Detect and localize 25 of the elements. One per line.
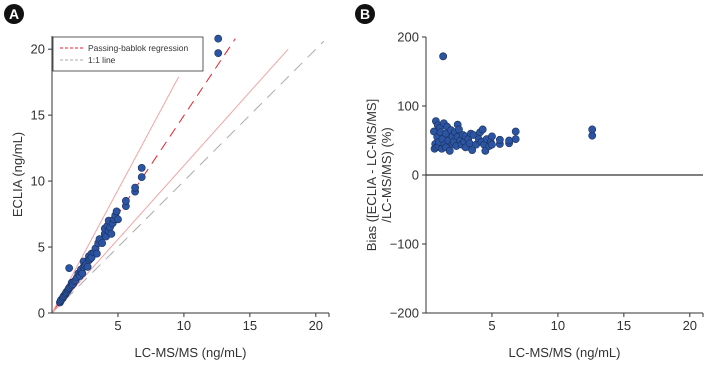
legend-label: Passing-bablok regression xyxy=(88,43,188,53)
x-tick-label: 20 xyxy=(308,318,324,333)
y-tick-label: 0 xyxy=(38,306,45,320)
x-tick-label: 5 xyxy=(488,318,496,333)
x-axis-title: LC-MS/MS (ng/mL) xyxy=(508,345,620,360)
y-tick-label: 15 xyxy=(30,108,45,123)
x-axis-title: LC-MS/MS (ng/mL) xyxy=(134,345,246,360)
y-axis-title: ECLIA (ng/mL) xyxy=(10,132,25,218)
legend-label: 1:1 line xyxy=(88,55,116,65)
y-tick-label: 0 xyxy=(412,168,419,182)
y-tick-label: 100 xyxy=(397,98,419,114)
x-tick-label: 5 xyxy=(114,318,122,333)
y-tick-label: −100 xyxy=(390,236,419,252)
y-tick-label: 200 xyxy=(397,30,419,44)
x-tick-label: 10 xyxy=(550,318,566,333)
y-tick-label: −200 xyxy=(390,306,419,320)
x-tick-label: 10 xyxy=(176,318,192,333)
chart-title: B xyxy=(360,6,370,22)
y-tick-label: 20 xyxy=(30,42,45,57)
x-tick-label: 15 xyxy=(242,318,258,333)
y-tick-label: 5 xyxy=(38,240,45,255)
x-tick-label: 15 xyxy=(616,318,632,333)
y-tick-label: 10 xyxy=(30,174,45,189)
x-tick-label: 20 xyxy=(682,318,698,333)
chart-title: A xyxy=(8,6,20,22)
